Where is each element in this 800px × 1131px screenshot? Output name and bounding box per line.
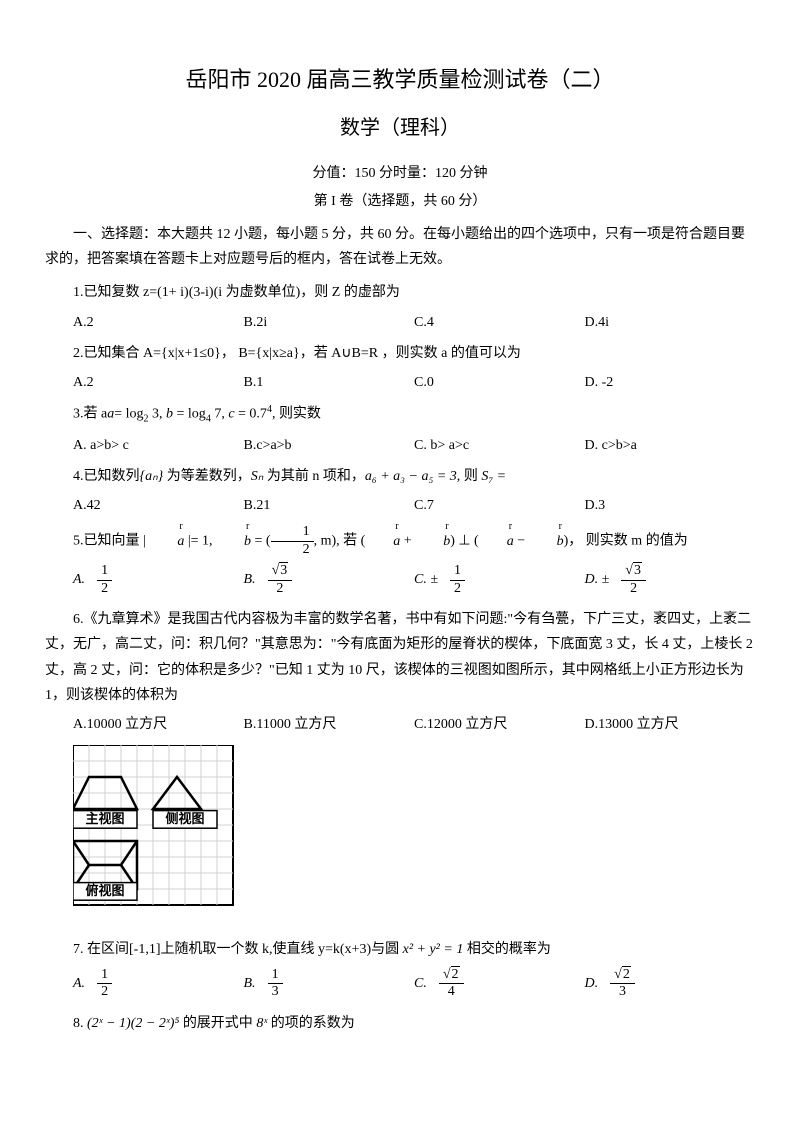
q2-opt-d: D. -2	[585, 370, 756, 395]
q1-opt-c: C.4	[414, 310, 585, 335]
q6-text: 6.《九章算术》是我国古代内容极为丰富的数学名著，书中有如下问题:"今有刍甍，下…	[45, 607, 755, 708]
q4-text: 4.已知数列{aₙ} 为等差数列，Sₙ 为其前 n 项和，a₆ + a₃ − a…	[45, 464, 755, 489]
q2-opt-c: C.0	[414, 370, 585, 395]
q5-text: 5.已知向量 | a |= 1, b = (12, m), 若 (a + b) …	[45, 524, 755, 559]
q7-opt-b: B. 13	[244, 967, 415, 1002]
q6-opt-b: B.11000 立方尺	[244, 712, 415, 737]
svg-text:主视图: 主视图	[85, 811, 124, 826]
q2-text: 2.已知集合 A={x|x+1≤0}， B={x|x≥a}，若 A∪B=R ，则…	[45, 341, 755, 366]
q7-text: 7. 在区间[-1,1]上随机取一个数 k,使直线 y=k(x+3)与圆 x² …	[45, 937, 755, 962]
q1-opt-d: D.4i	[585, 310, 756, 335]
q5-opt-c: C. ± 12	[414, 563, 585, 598]
svg-text:俯视图: 俯视图	[85, 883, 124, 898]
instructions: 一、选择题：本大题共 12 小题，每小题 5 分，共 60 分。在每小题给出的四…	[45, 222, 755, 272]
q4-opt-b: B.21	[244, 493, 415, 518]
q8-text: 8. (2ˣ − 1)(2 − 2ˣ)⁵ 的展开式中 8ˣ 的项的系数为	[45, 1011, 755, 1036]
q3-text: 3.若 aa= log2 3, b = log4 7, c = 0.74, 则实…	[45, 401, 755, 428]
q4-opt-a: A.42	[73, 493, 244, 518]
q6-options: A.10000 立方尺 B.11000 立方尺 C.12000 立方尺 D.13…	[45, 712, 755, 737]
q5-options: A. 12 B. 32 C. ± 12 D. ± 32	[45, 563, 755, 598]
q1-options: A.2 B.2i C.4 D.4i	[45, 310, 755, 335]
q4-opt-d: D.3	[585, 493, 756, 518]
q3-opt-c: C. b> a>c	[414, 433, 585, 458]
q3-opt-a: A. a>b> c	[73, 433, 244, 458]
three-view-diagram: 主视图 侧视图俯视图	[73, 745, 243, 920]
exam-meta: 分值：150 分时量：120 分钟	[45, 161, 755, 186]
q1-opt-b: B.2i	[244, 310, 415, 335]
q6-opt-d: D.13000 立方尺	[585, 712, 756, 737]
exam-subtitle: 数学（理科）	[45, 110, 755, 146]
q7-options: A. 12 B. 13 C. 24 D. 23	[45, 967, 755, 1002]
q5-opt-d: D. ± 32	[585, 563, 756, 598]
q2-options: A.2 B.1 C.0 D. -2	[45, 370, 755, 395]
q3-opt-d: D. c>b>a	[585, 433, 756, 458]
q3-opt-b: B.c>a>b	[244, 433, 415, 458]
q2-opt-a: A.2	[73, 370, 244, 395]
q1-text: 1.已知复数 z=(1+ i)(3-i)(i 为虚数单位)，则 Z 的虚部为	[45, 280, 755, 305]
q4-opt-c: C.7	[414, 493, 585, 518]
q5-opt-b: B. 32	[244, 563, 415, 598]
q4-options: A.42 B.21 C.7 D.3	[45, 493, 755, 518]
q6-diagram: 主视图 侧视图俯视图	[73, 745, 755, 929]
q2-opt-b: B.1	[244, 370, 415, 395]
q1-opt-a: A.2	[73, 310, 244, 335]
q5-opt-a: A. 12	[73, 563, 244, 598]
exam-title: 岳阳市 2020 届高三教学质量检测试卷（二）	[45, 60, 755, 100]
q7-opt-c: C. 24	[414, 967, 585, 1002]
q7-opt-d: D. 23	[585, 967, 756, 1002]
section-header: 第 I 卷（选择题，共 60 分）	[45, 189, 755, 214]
q6-opt-c: C.12000 立方尺	[414, 712, 585, 737]
q3-options: A. a>b> c B.c>a>b C. b> a>c D. c>b>a	[45, 433, 755, 458]
q7-opt-a: A. 12	[73, 967, 244, 1002]
svg-text:侧视图: 侧视图	[165, 811, 204, 826]
q6-opt-a: A.10000 立方尺	[73, 712, 244, 737]
